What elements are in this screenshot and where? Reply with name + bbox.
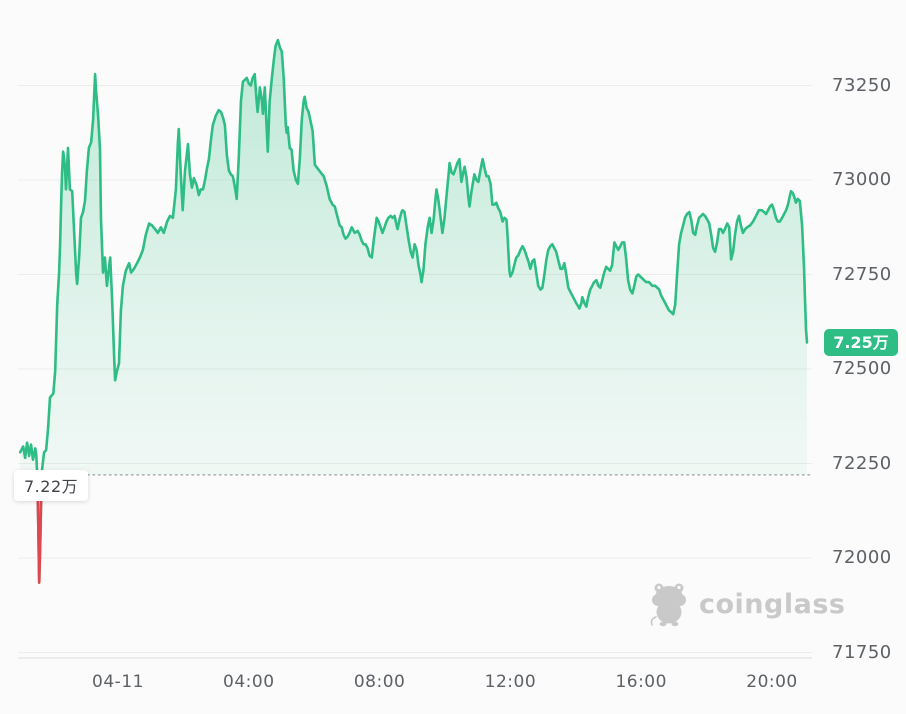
y-tick-label: 73250	[832, 74, 892, 96]
x-tick-label: 20:00	[746, 672, 798, 692]
y-tick-label: 71750	[832, 641, 892, 663]
last-price-badge: 7.25万	[824, 329, 898, 357]
baseline-price-label: 7.22万	[14, 469, 89, 501]
watermark: coinglass	[648, 581, 845, 627]
coinglass-mascot-icon	[650, 583, 686, 627]
y-tick-label: 72750	[832, 263, 892, 285]
x-tick-label: 08:00	[353, 672, 406, 692]
x-tick-label: 04:00	[223, 672, 275, 692]
y-tick-label: 72500	[832, 358, 892, 379]
y-tick-label: 72000	[832, 547, 892, 568]
x-tick-label: 04-11	[92, 672, 144, 692]
x-tick-label: 16:00	[615, 672, 667, 692]
y-tick-label: 73000	[832, 169, 892, 190]
watermark-text: coinglass	[699, 588, 846, 620]
x-tick-label: 12:00	[484, 672, 537, 692]
y-tick-label: 72250	[832, 452, 892, 474]
